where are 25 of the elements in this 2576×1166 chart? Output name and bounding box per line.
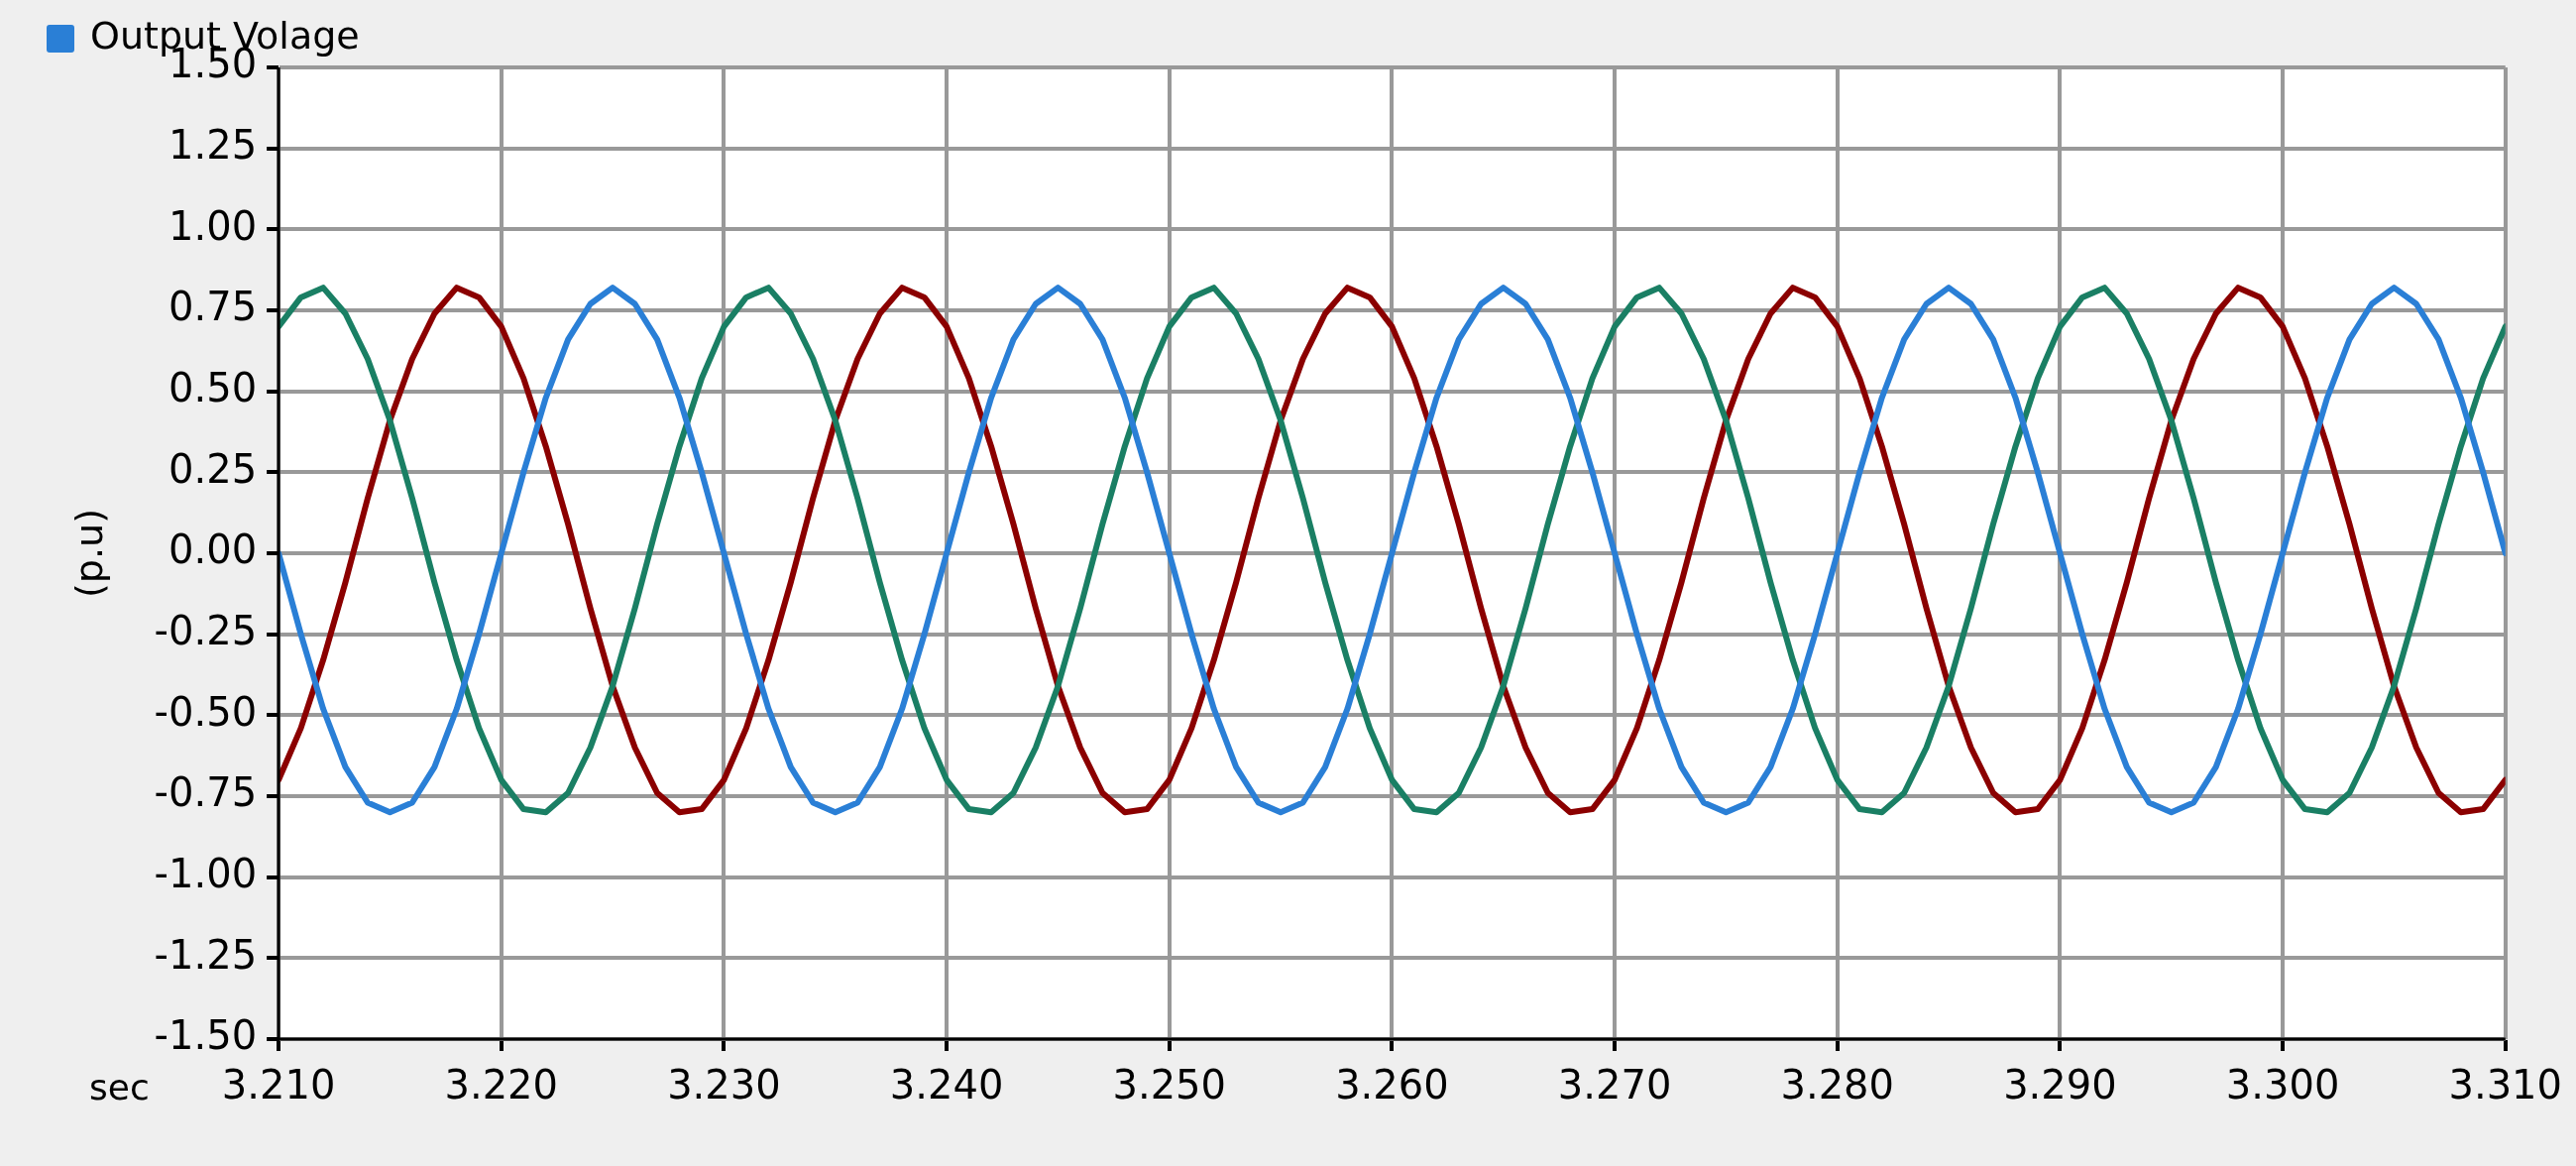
x-tick-label: 3.300: [2225, 1062, 2340, 1108]
x-tick-label: 3.270: [1557, 1062, 1672, 1108]
y-tick-label: -1.25: [154, 931, 258, 978]
x-tick-label: 3.310: [2448, 1062, 2562, 1108]
x-tick-label: 3.250: [1112, 1062, 1227, 1108]
x-tick-label: 3.210: [221, 1062, 336, 1108]
y-tick-label: -1.50: [154, 1012, 258, 1059]
y-tick-label: -0.50: [154, 688, 258, 735]
y-tick-label: 0.75: [168, 284, 258, 330]
y-tick-label: 0.25: [168, 445, 258, 492]
y-tick-label: 0.00: [168, 526, 258, 573]
y-tick-label: -0.25: [154, 608, 258, 654]
y-tick-label: 1.25: [168, 122, 258, 169]
y-tick-label: 1.00: [168, 202, 258, 249]
x-axis-title: sec: [89, 1067, 150, 1108]
x-tick-label: 3.220: [444, 1062, 559, 1108]
y-axis-title: (p.u): [66, 509, 111, 598]
x-tick-label: 3.280: [1780, 1062, 1895, 1108]
x-tick-label: 3.240: [889, 1062, 1004, 1108]
x-tick-label: 3.260: [1335, 1062, 1449, 1108]
x-tick-label: 3.290: [2003, 1062, 2117, 1108]
y-tick-label: -0.75: [154, 769, 258, 816]
y-tick-label: -1.00: [154, 851, 258, 897]
x-tick-label: 3.230: [667, 1062, 781, 1108]
y-tick-label: 0.50: [168, 365, 258, 411]
